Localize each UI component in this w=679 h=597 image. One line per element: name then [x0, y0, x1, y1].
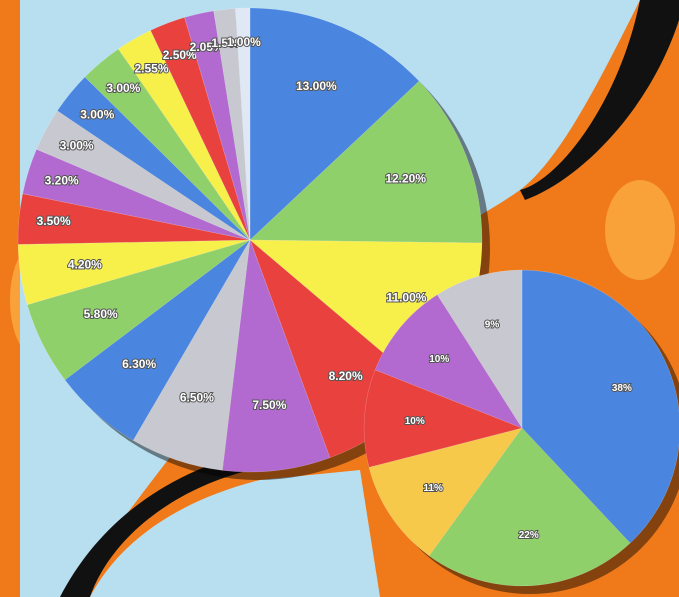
slice-label: 8.20% — [329, 369, 363, 383]
slice-label: 3.00% — [80, 107, 114, 121]
slice-label: 6.30% — [122, 357, 156, 371]
slice-label: 6.50% — [180, 391, 214, 405]
slice-label: 3.50% — [37, 214, 71, 228]
slice-label: 3.20% — [45, 174, 79, 188]
slice-label: 11% — [423, 483, 443, 494]
slice-label: 9% — [485, 319, 500, 330]
slice-label: 1.00% — [227, 35, 261, 49]
slice-label: 5.80% — [84, 307, 118, 321]
decor-spot — [605, 180, 675, 280]
chart: 13.00% 12.20% 11.00% 8.20% 7.50% 6.50% 6.30% 5.… — [0, 0, 679, 597]
slice-label: 3.00% — [106, 81, 140, 95]
slice-label: 3.00% — [60, 138, 94, 152]
slice-label: 10% — [405, 416, 425, 427]
slice-label: 22% — [519, 530, 539, 541]
slice-label: 10% — [429, 354, 449, 365]
slice-label: 4.20% — [68, 257, 102, 271]
slice-label: 38% — [612, 383, 632, 394]
slice-label: 12.20% — [385, 172, 426, 186]
slice-label: 13.00% — [296, 79, 337, 93]
slice-label: 7.50% — [252, 398, 286, 412]
slice-label: 11.00% — [386, 291, 426, 305]
slice-label: 2.55% — [134, 61, 168, 75]
